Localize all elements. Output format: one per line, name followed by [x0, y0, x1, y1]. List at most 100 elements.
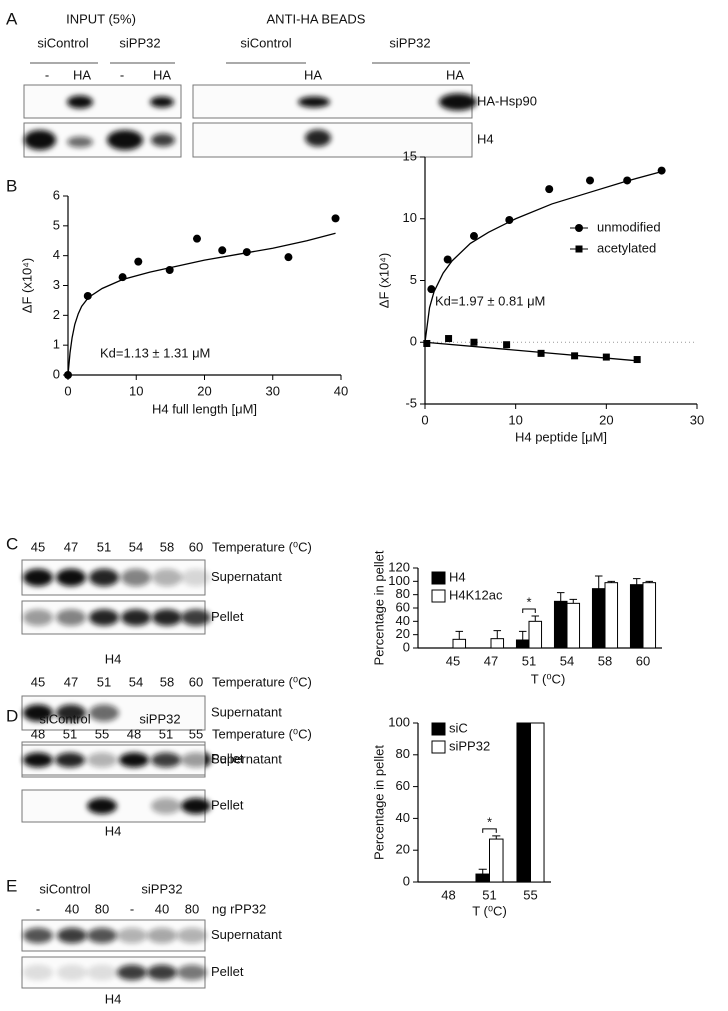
x-tick-label: 20 [599, 412, 613, 427]
blot-band [56, 568, 86, 587]
blot-band [147, 927, 177, 944]
panel-letter: E [6, 876, 17, 895]
x-axis-label: H4 peptide [μM] [515, 429, 607, 444]
point [470, 338, 478, 346]
point [64, 371, 72, 379]
panel-letter: A [6, 9, 18, 28]
lane-label: 45 [31, 539, 45, 554]
group-label: siPP32 [139, 711, 180, 726]
row-label: HA-Hsp90 [477, 93, 537, 108]
y-tick-label: 4 [53, 247, 60, 262]
blot-band [298, 96, 330, 108]
point [165, 265, 174, 274]
row-label: Supernatant [211, 569, 282, 584]
blot-band [117, 964, 147, 981]
lane-label: 48 [31, 726, 45, 741]
y-tick-label: 5 [53, 217, 60, 232]
x-tick-label: 30 [266, 383, 280, 398]
bar [452, 638, 467, 649]
row-label: Supernatant [211, 704, 282, 719]
blot-band [152, 609, 182, 626]
y-tick-label: 15 [403, 148, 417, 163]
blot-band [181, 752, 211, 768]
blot-band [152, 568, 182, 587]
blot-frame [192, 122, 473, 158]
lane-label: HA [446, 67, 464, 82]
error-bar [594, 575, 603, 589]
fit-curve [67, 232, 336, 376]
y-tick-label: 0 [403, 639, 410, 654]
group-label: siPP32 [119, 35, 160, 50]
x-axis-label: H4 full length [μM] [152, 401, 257, 416]
x-tick-label: 48 [441, 887, 455, 902]
y-tick-label: 0 [53, 366, 60, 381]
blot-band [87, 964, 117, 981]
lane-label: 80 [185, 901, 199, 916]
group-label: siControl [39, 881, 90, 896]
panel-letter: B [6, 176, 17, 195]
lane-label: HA [304, 67, 322, 82]
blot-band [67, 136, 93, 148]
x-tick-label: 10 [508, 412, 522, 427]
blot-band [151, 133, 175, 147]
x-tick-label: 58 [598, 653, 612, 668]
blot-band [121, 609, 151, 626]
lane-label: 51 [97, 539, 111, 554]
legend-label: siPP32 [449, 738, 490, 753]
x-tick-label: 40 [334, 383, 348, 398]
point [192, 234, 201, 243]
annotation: Kd=1.13 ± 1.31 μM [100, 345, 210, 360]
blot-band [151, 798, 181, 814]
legend-swatch [431, 571, 446, 585]
bar [553, 600, 568, 649]
y-tick-label: 10 [403, 210, 417, 225]
lane-label: 48 [127, 726, 141, 741]
blot-band [181, 798, 211, 814]
bar [642, 582, 657, 649]
y-tick-label: 40 [396, 613, 410, 628]
significance-bracket [482, 828, 497, 833]
bar [629, 584, 644, 649]
blot-band [117, 927, 147, 944]
y-tick-label: 20 [396, 626, 410, 641]
annotation: Kd=1.97 ± 0.81 μM [435, 293, 545, 308]
condition-label: Temperature (⁰C) [212, 674, 312, 689]
row-label: Pellet [211, 797, 244, 812]
protein-label: H4 [105, 823, 122, 838]
y-tick-label: 100 [388, 573, 410, 588]
legend-label: unmodified [597, 219, 661, 234]
y-tick-label: 3 [53, 277, 60, 292]
bar [516, 722, 531, 883]
blot-band [181, 609, 211, 626]
blot-frame [192, 84, 473, 119]
lane-label: - [36, 901, 40, 916]
y-axis-label: ΔF (x10⁴) [19, 258, 34, 313]
lane-label: 40 [65, 901, 79, 916]
x-tick-label: 54 [560, 653, 574, 668]
significance-bracket [522, 608, 536, 613]
blot-band [23, 964, 53, 981]
condition-label: Temperature (⁰C) [212, 539, 312, 554]
blot-band [121, 568, 151, 587]
legend-label: siC [449, 720, 468, 735]
lane-label: - [45, 67, 49, 82]
y-tick-label: 6 [53, 187, 60, 202]
x-tick-label: 0 [64, 383, 71, 398]
lane-label: 54 [129, 674, 143, 689]
lane-label: 51 [159, 726, 173, 741]
y-tick-label: -5 [405, 395, 417, 410]
y-axis-label: Percentage in pellet [371, 550, 386, 665]
lane-label: 55 [189, 726, 203, 741]
point [242, 248, 251, 257]
significance-label: * [487, 814, 492, 829]
bar [591, 588, 606, 649]
blot-band [147, 964, 177, 981]
row-label: Pellet [211, 609, 244, 624]
panel-letter: C [6, 534, 18, 553]
x-axis-label: T (⁰C) [531, 671, 566, 686]
x-axis-label: T (⁰C) [472, 903, 507, 918]
error-bar [556, 592, 565, 602]
lane-label: - [120, 67, 124, 82]
legend-label: H4 [449, 569, 466, 584]
